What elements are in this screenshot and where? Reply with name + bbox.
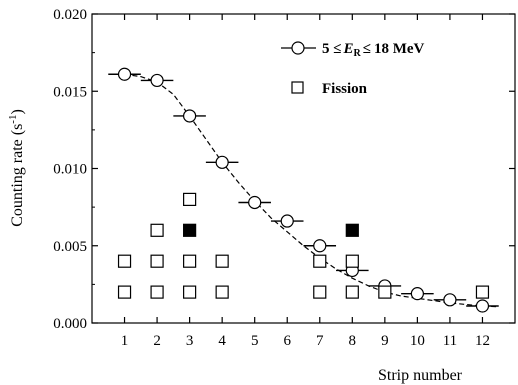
x-tick-label: 9 [381, 333, 389, 349]
fission-square [345, 285, 359, 299]
y-axis: 0.000 0.005 0.010 0.015 0.020 [53, 7, 515, 332]
fission-square [183, 192, 197, 206]
legend-circle-label: 5 ≤ ER ≤18 MeV [322, 41, 425, 59]
fission-square [183, 254, 197, 268]
circle-marker [443, 293, 457, 307]
x-tick-label: 5 [251, 333, 259, 349]
fission-square [475, 285, 490, 299]
x-tick-label: 12 [475, 333, 490, 349]
legend-square-marker [291, 81, 304, 94]
filled-square [183, 223, 197, 237]
fission-square [150, 254, 164, 268]
x-tick-label: 8 [349, 333, 357, 349]
y-tick-label: 0.010 [53, 162, 87, 178]
fission-square [150, 223, 164, 237]
fit-curve [124, 73, 499, 308]
x-tick-label: 10 [410, 333, 425, 349]
legend: 5 ≤ ER ≤18 MeV Fission [281, 41, 425, 97]
fission-square [313, 254, 327, 268]
y-axis-title-close: ) [9, 109, 26, 114]
fission-square [313, 285, 327, 299]
y-axis-title: Counting rate (s-1) [7, 109, 26, 227]
y-tick-label: 0.020 [53, 7, 87, 23]
circle-marker [150, 73, 164, 88]
x-tick-label: 6 [283, 333, 291, 349]
x-tick-label: 11 [443, 333, 457, 349]
circle-marker [410, 287, 424, 301]
error-bars [108, 73, 499, 307]
x-tick-label: 7 [316, 333, 324, 349]
fission-square [150, 285, 164, 299]
legend-circle-marker [291, 41, 305, 55]
y-tick-label: 0.015 [53, 84, 87, 100]
fission-square [345, 254, 359, 268]
circle-marker [183, 109, 197, 123]
y-tick-label: 0.005 [53, 239, 87, 255]
circle-marker [248, 195, 262, 210]
circle-marker [215, 155, 229, 169]
fission-square [215, 285, 229, 299]
y-axis-title-text: Counting rate (s [9, 124, 26, 227]
filled-square [345, 223, 359, 237]
fission-square [183, 285, 197, 299]
fission-square [215, 254, 229, 268]
x-axis-title: Strip number [378, 367, 463, 384]
fission-square [378, 285, 392, 299]
y-tick-label: 0.000 [53, 316, 87, 332]
circle-marker [313, 239, 327, 253]
x-tick-label: 3 [186, 333, 194, 349]
fission-square [117, 254, 132, 268]
x-tick-label: 1 [121, 333, 129, 349]
y-axis-title-sup: -1 [7, 115, 19, 124]
x-tick-label: 2 [153, 333, 161, 349]
circle-marker [280, 214, 294, 228]
x-tick-label: 4 [218, 333, 226, 349]
circle-marker [117, 67, 132, 81]
x-axis: 1 2 3 4 5 6 7 8 9 10 11 12 [121, 14, 490, 349]
data-markers [117, 67, 490, 313]
circle-marker [475, 299, 490, 313]
fission-square [117, 285, 132, 299]
plot-frame [91, 13, 516, 324]
legend-square-label: Fission [322, 81, 368, 97]
